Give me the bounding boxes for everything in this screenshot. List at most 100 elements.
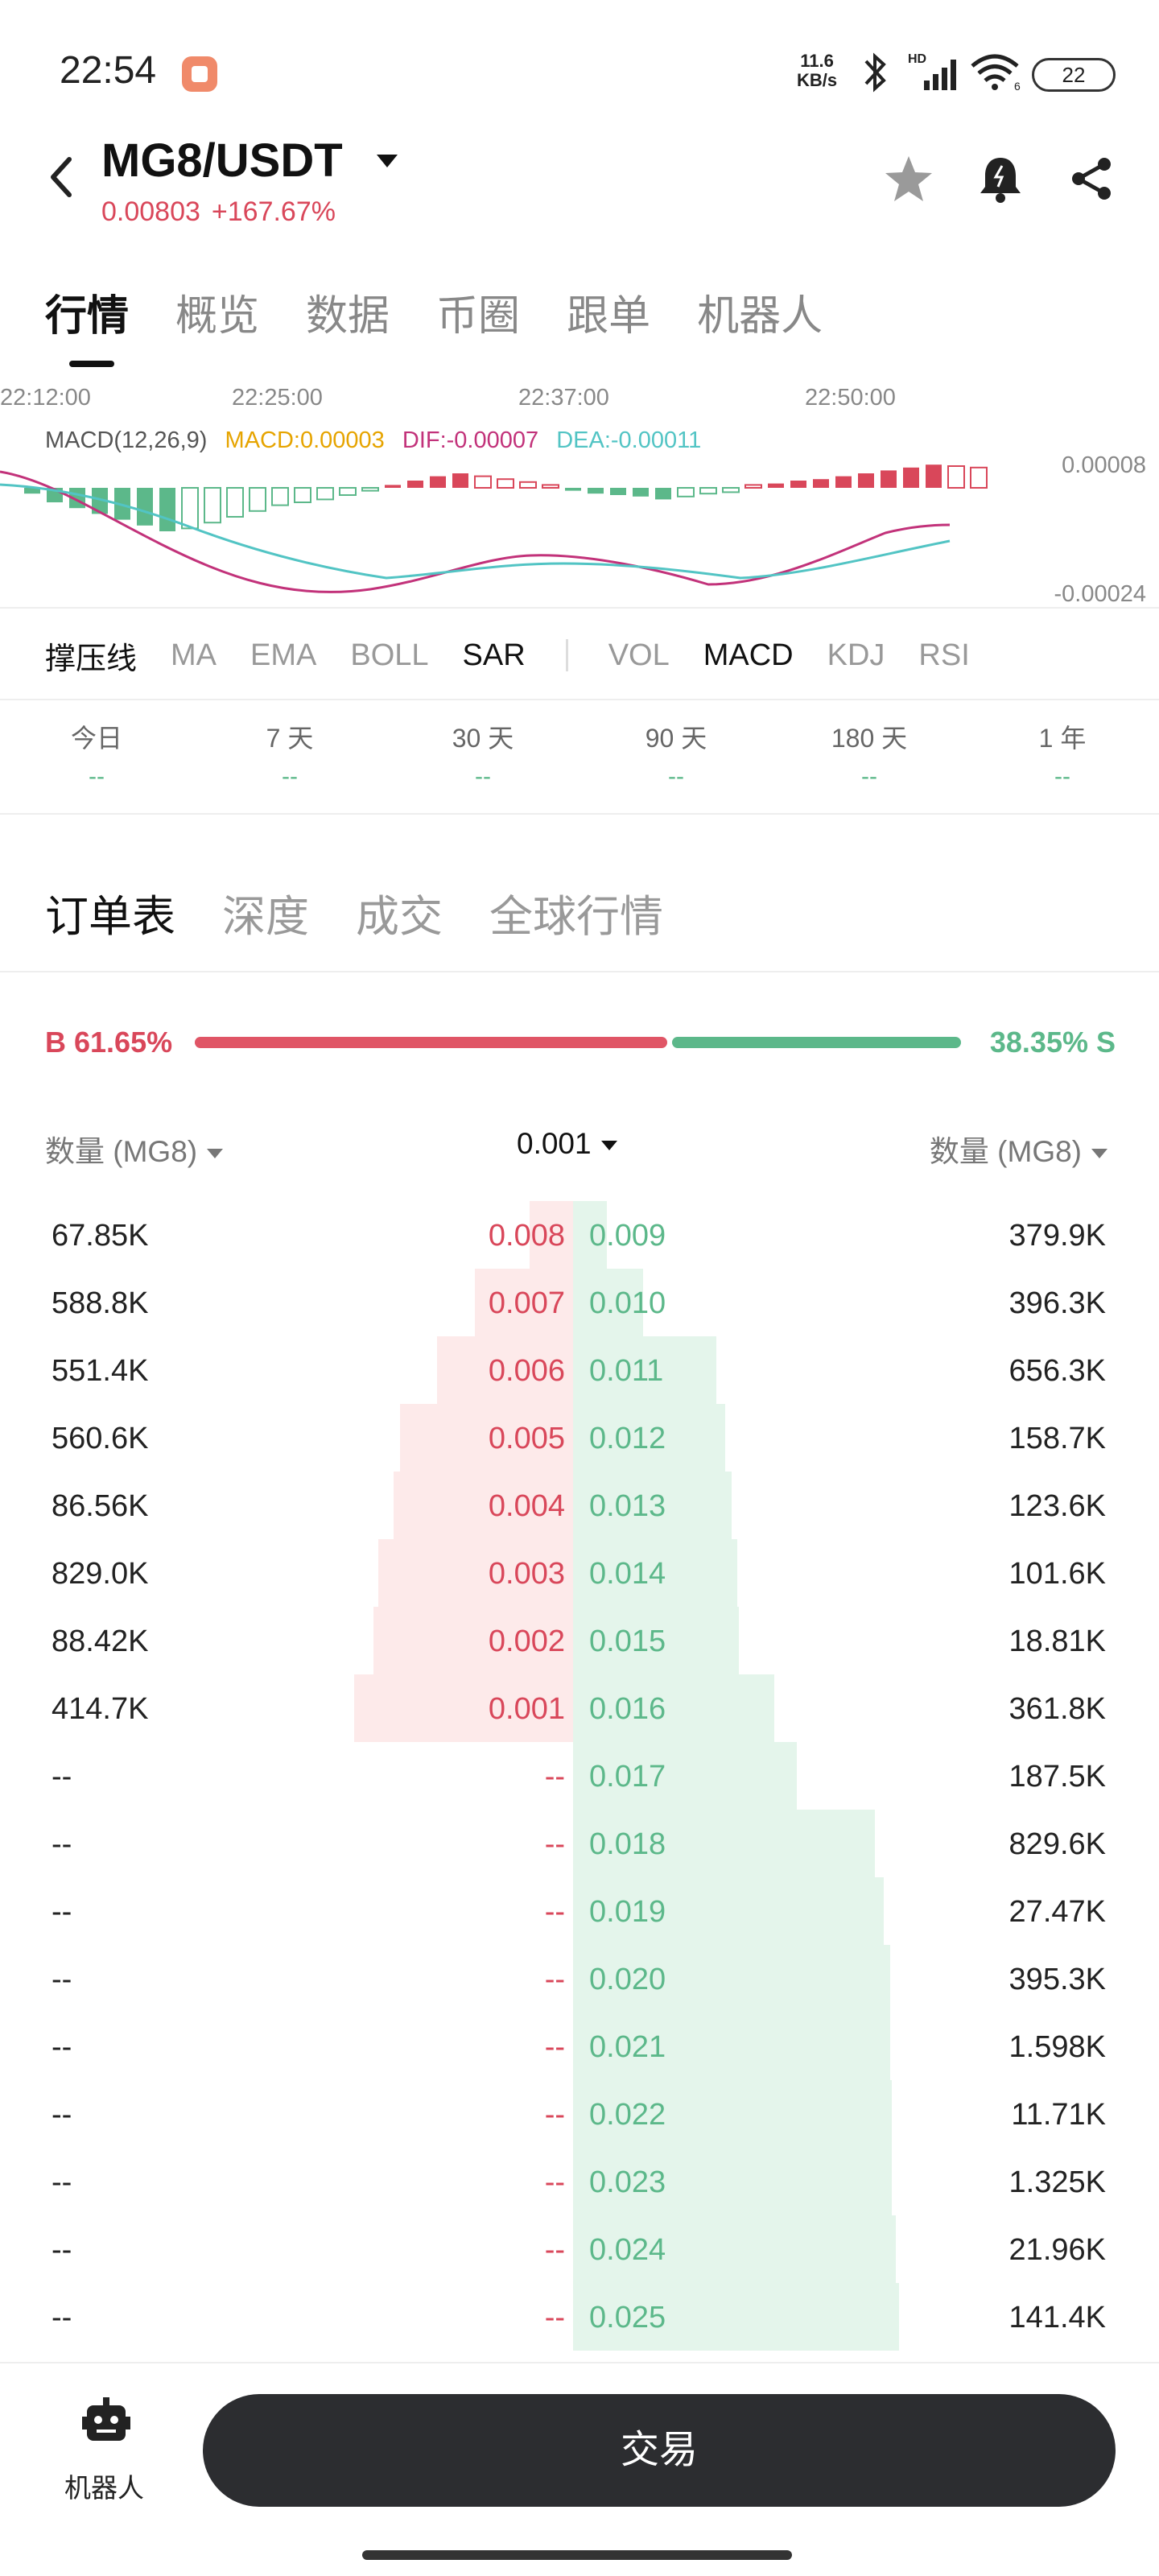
tab-market[interactable]: 行情 [45, 293, 130, 340]
order-book-row[interactable]: 551.4K 0.006 0.011 656.3K [0, 1336, 1159, 1404]
tab-trades[interactable]: 成交 [356, 893, 443, 941]
order-book-row[interactable]: -- -- 0.021 1.598K [0, 2013, 1159, 2080]
indicator-boll[interactable]: BOLL [350, 638, 429, 672]
bid-price: 0.008 [488, 1219, 565, 1253]
macd-histogram-bar [294, 487, 311, 503]
trade-button[interactable]: 交易 [203, 2394, 1116, 2507]
macd-chart[interactable]: 22:12:00 22:25:00 22:37:00 22:50:00 MACD… [0, 367, 1159, 609]
bid-price: 0.004 [488, 1489, 565, 1523]
ask-depth-bar [573, 1742, 797, 1810]
macd-histogram-bar [970, 466, 988, 489]
main-tab-bar: 行情 概览 数据 币圈 跟单 机器人 [45, 282, 869, 342]
ask-depth-bar [573, 1404, 725, 1472]
bid-depth-bar [373, 1607, 573, 1674]
bid-price: -- [544, 1895, 565, 1929]
order-book-row[interactable]: -- -- 0.024 21.96K [0, 2215, 1159, 2283]
order-book-row[interactable]: -- -- 0.022 11.71K [0, 2080, 1159, 2148]
tab-bots[interactable]: 机器人 [697, 293, 823, 340]
share-icon[interactable] [1067, 155, 1116, 203]
robot-label[interactable]: 机器人 [64, 2473, 144, 2503]
ask-depth-bar [573, 2148, 892, 2215]
tab-order-book[interactable]: 订单表 [45, 893, 175, 941]
ask-price: 0.017 [589, 1760, 666, 1794]
order-book-row[interactable]: 829.0K 0.003 0.014 101.6K [0, 1539, 1159, 1607]
macd-histogram-bar [137, 488, 153, 526]
tab-overview[interactable]: 概览 [175, 293, 260, 340]
tab-depth[interactable]: 深度 [222, 893, 309, 941]
favorite-star-icon[interactable] [882, 153, 935, 204]
period-value: -- [282, 763, 298, 790]
order-book-row[interactable]: 414.7K 0.001 0.016 361.8K [0, 1674, 1159, 1742]
order-book-row[interactable]: -- -- 0.020 395.3K [0, 1945, 1159, 2013]
macd-histogram-bar [677, 487, 695, 497]
pair-dropdown-icon[interactable] [375, 153, 399, 169]
order-book-row[interactable]: 560.6K 0.005 0.012 158.7K [0, 1404, 1159, 1472]
ask-depth-bar [573, 1607, 739, 1674]
ask-price: 0.011 [589, 1354, 664, 1388]
order-book-row[interactable]: -- -- 0.017 187.5K [0, 1742, 1159, 1810]
macd-histogram-bar [361, 487, 379, 492]
macd-histogram-bar [947, 465, 965, 489]
bottom-action-bar: 机器人 交易 [0, 2362, 1159, 2576]
order-book-row[interactable]: -- -- 0.023 1.325K [0, 2148, 1159, 2215]
time-label: 22:12:00 [0, 385, 91, 411]
ask-quantity: 123.6K [1008, 1489, 1106, 1523]
precision-selector[interactable]: 0.001 [517, 1127, 617, 1161]
back-arrow-icon[interactable] [45, 153, 77, 201]
buy-ratio-bar [195, 1037, 667, 1048]
tab-community[interactable]: 币圈 [436, 293, 521, 340]
tab-data[interactable]: 数据 [306, 293, 390, 340]
order-book-row[interactable]: -- -- 0.018 829.6K [0, 1810, 1159, 1877]
indicator-rsi[interactable]: RSI [918, 638, 970, 672]
price-change: +167.67% [211, 196, 336, 227]
indicator-kdj[interactable]: KDJ [827, 638, 885, 672]
macd-histogram-bar [24, 488, 40, 494]
order-book-row[interactable]: 86.56K 0.004 0.013 123.6K [0, 1472, 1159, 1539]
pair-title[interactable]: MG8/USDT [101, 134, 343, 187]
order-book-row[interactable]: 588.8K 0.007 0.010 396.3K [0, 1269, 1159, 1336]
order-book-row[interactable]: 67.85K 0.008 0.009 379.9K [0, 1201, 1159, 1269]
period-performance: 今日 -- 7 天 -- 30 天 -- 90 天 -- 180 天 -- 1 … [0, 699, 1159, 815]
dea-line [0, 483, 951, 580]
tab-global-market[interactable]: 全球行情 [489, 893, 663, 941]
indicator-ma[interactable]: MA [171, 638, 217, 672]
ask-quantity: 361.8K [1008, 1692, 1106, 1726]
orderbook-tab-bar: 订单表 深度 成交 全球行情 [45, 881, 710, 944]
indicator-divider [565, 639, 568, 671]
indicator-sar[interactable]: SAR [462, 638, 526, 672]
y-axis-top-label: 0.00008 [1062, 452, 1146, 478]
ask-quantity: 101.6K [1008, 1557, 1106, 1591]
bid-price: -- [544, 2030, 565, 2064]
ask-price: 0.021 [589, 2030, 666, 2064]
indicator-macd[interactable]: MACD [703, 638, 794, 672]
indicator-ema[interactable]: EMA [250, 638, 317, 672]
ask-quantity: 656.3K [1008, 1354, 1106, 1388]
ask-price: 0.019 [589, 1895, 666, 1929]
ask-quantity-header[interactable]: 数量 (MG8) [930, 1127, 1107, 1170]
ask-quantity: 21.96K [1008, 2233, 1106, 2267]
bid-price: -- [544, 2098, 565, 2132]
tab-copy-trading[interactable]: 跟单 [567, 293, 651, 340]
bid-quantity-header[interactable]: 数量 (MG8) [45, 1127, 224, 1170]
indicator-vol[interactable]: VOL [608, 638, 670, 672]
bid-quantity: -- [52, 2165, 72, 2199]
order-book-row[interactable]: -- -- 0.019 27.47K [0, 1877, 1159, 1945]
price-alert-bell-icon[interactable] [977, 153, 1024, 204]
bid-quantity: 67.85K [52, 1219, 149, 1253]
bid-price: 0.007 [488, 1286, 565, 1320]
app-notification-icon [182, 56, 217, 92]
status-bar: 22:54 11.6 KB/s HD 6 22 [0, 0, 1159, 137]
ask-price: 0.016 [589, 1692, 666, 1726]
order-book-row[interactable]: 88.42K 0.002 0.015 18.81K [0, 1607, 1159, 1674]
macd-params: MACD(12,26,9) [45, 427, 208, 453]
indicator-support-resistance[interactable]: 撑压线 [45, 642, 138, 676]
order-book-row[interactable]: -- -- 0.025 141.4K [0, 2283, 1159, 2351]
bid-quantity: -- [52, 1827, 72, 1861]
bid-price: -- [544, 2233, 565, 2267]
indicator-bar: 撑压线 MA EMA BOLL SAR VOL MACD KDJ RSI [45, 631, 1004, 679]
bid-quantity: 588.8K [52, 1286, 149, 1320]
ask-depth-bar [573, 1472, 732, 1539]
bid-depth-bar [530, 1201, 573, 1269]
bid-price: -- [544, 1963, 565, 1996]
robot-icon[interactable] [82, 2397, 130, 2449]
